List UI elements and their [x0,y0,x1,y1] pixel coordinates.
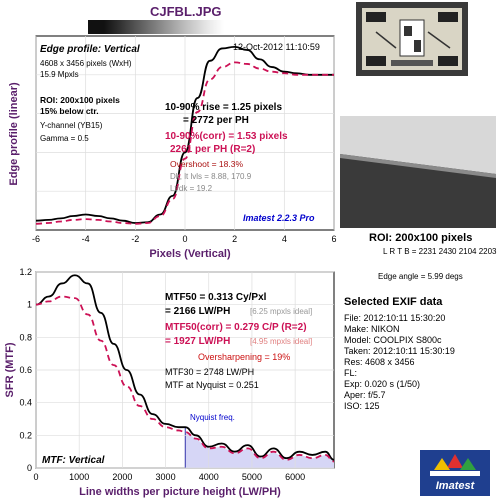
x-tick-label: 5000 [242,472,262,482]
ltdk-annotation: Lt/dk = 19.2 [170,184,213,193]
test-chart-thumbnail [356,2,468,76]
x-tick-label: 0 [182,234,187,244]
edge-chart-title: Edge profile: Vertical [40,44,140,55]
info-line: Gamma = 0.5 [40,134,89,143]
x-tick-label: 2000 [112,472,132,482]
mtf50-annotation: MTF50 = 0.313 Cy/Pxl [165,292,267,303]
edge-chart-date: 12-Oct-2012 11:10:59 [233,42,320,52]
x-tick-label: -4 [82,234,90,244]
x-tick-label: 1000 [69,472,89,482]
exif-row: Make: NIKON [344,324,400,334]
imatest-logo-drawing [420,450,490,496]
mtf-chart-title: MTF: Vertical [42,455,105,466]
exif-row: Model: COOLPIX S800c [344,335,442,345]
logo-text: Imatest [435,480,475,492]
mtf50-ideal-annotation: [6.25 mpxls ideal] [250,307,312,316]
exif-list: File: 2012:10:11 15:30:20 Make: NIKON Mo… [344,313,455,412]
mtf-chart: 0 1000 2000 3000 4000 5000 6000 0 0.2 0.4 0.6 0.8 1 1… [4,267,335,498]
y-tick-label: 0.8 [19,332,32,342]
x-tick-label: -6 [32,234,40,244]
roi-coords: L R T B = 2231 2430 2104 2203 [383,247,497,256]
roi-title: ROI: 200x100 pixels [369,232,473,244]
mtf50-corr-annotation: MTF50(corr) = 0.279 C/P (R=2) [165,322,307,333]
oversharpening-annotation: Oversharpening = 19% [198,352,290,362]
mtf50-corr-lw-annotation: = 1927 LW/PH [165,336,230,347]
roi-edge-drawing [340,116,496,228]
info-line: ROI: 200x100 pixels [40,95,120,105]
imatest-logo: Imatest [420,450,490,496]
test-chart-thumbnail-drawing [362,8,462,70]
series-line-measured [35,274,335,461]
overshoot-annotation: Overshoot = 18.3% [170,159,243,169]
mtf-ylabel: SFR (MTF) [4,342,16,397]
edge-angle: Edge angle = 5.99 degs [378,272,463,281]
levels-annotation: Dk, lt lvls = 8.88, 170.9 [170,172,252,181]
rise-annotation-2: = 2772 per PH [183,115,249,126]
x-tick-label: 3000 [156,472,176,482]
gray-gradient-strip [88,20,248,34]
edge-profile-chart: -6 -4 -2 0 2 4 6 Edge profile: Vertical 12-Oct… [8,35,337,260]
info-line: 15% below ctr. [40,106,99,116]
exif-title: Selected EXIF data [344,296,443,308]
rise-annotation: 10-90% rise = 1.25 pixels [165,102,282,113]
nyquist-label: Nyquist freq. [190,413,235,422]
y-tick-label: 1.2 [19,267,32,277]
x-tick-label: 6000 [285,472,305,482]
exif-row: Aper: f/5.7 [344,390,386,400]
exif-row: File: 2012:10:11 15:30:20 [344,313,446,323]
mtf30-annotation: MTF30 = 2748 LW/PH [165,367,254,377]
y-tick-label: 0.2 [19,430,32,440]
info-line: 4608 x 3456 pixels (WxH) [40,59,132,68]
exif-row: Res: 4608 x 3456 [344,357,415,367]
y-tick-label: 0.4 [19,398,32,408]
x-tick-label: 0 [33,472,38,482]
mtf50-corr-ideal-annotation: [4.95 mpxls ideal] [250,337,312,346]
mtf-nyquist-annotation: MTF at Nyquist = 0.251 [165,380,259,390]
exif-row: ISO: 125 [344,401,380,411]
exif-row: Taken: 2012:10:11 15:30:19 [344,346,455,356]
file-title: CJFBL.JPG [150,4,222,19]
corr-annotation-2: 2261 per PH (R=2) [170,144,255,155]
roi-edge-image [340,116,496,228]
nyquist-region [185,432,334,468]
edge-ylabel: Edge profile (linear) [8,82,20,186]
y-tick-label: 0 [27,463,32,473]
x-tick-label: 2 [232,234,237,244]
series-line-measured [35,45,334,224]
corr-annotation: 10-90%(corr) = 1.53 pixels [165,131,288,142]
series-line-corrected [35,61,334,225]
x-tick-label: 6 [331,234,336,244]
y-tick-label: 1 [27,300,32,310]
mtf50-lw-annotation: = 2166 LW/PH [165,306,230,317]
info-line: 15.9 Mpxls [40,70,79,79]
mtf-xlabel: Line widths per picture height (LW/PH) [79,486,281,498]
x-tick-label: -2 [131,234,139,244]
exif-row: Exp: 0.020 s (1/50) [344,379,421,389]
info-line: Y-channel (YB15) [40,121,103,130]
exif-row: FL: [344,368,358,378]
edge-xlabel: Pixels (Vertical) [149,248,231,260]
x-tick-label: 4 [282,234,287,244]
y-tick-label: 0.6 [19,365,32,375]
version-label: Imatest 2.2.3 Pro [243,213,315,223]
series-line-corrected [35,295,335,463]
x-tick-label: 4000 [199,472,219,482]
